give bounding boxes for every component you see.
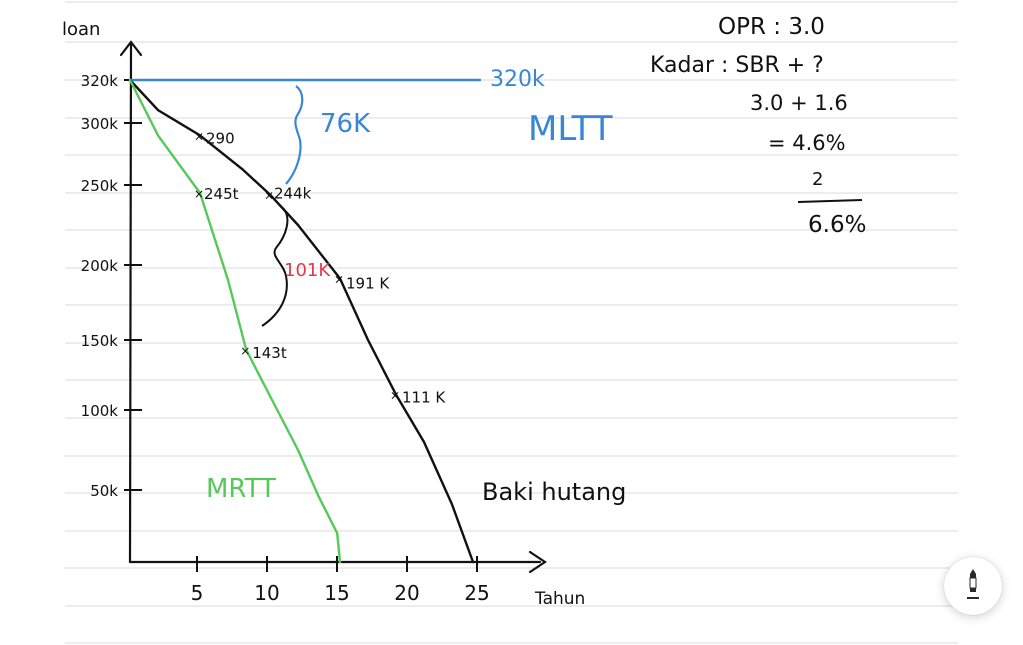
series-line-mrtt (128, 78, 342, 564)
series-labels: 320k MLTT Baki hutang MRTT (206, 67, 626, 506)
note-line: 3.0 + 1.6 (750, 91, 848, 115)
annotation-101k: 101K (284, 260, 331, 281)
point-value-label: 143t (252, 344, 287, 362)
point-marker: × (264, 189, 274, 203)
point-value-label: 191 K (346, 275, 390, 293)
point-marker: × (194, 129, 204, 143)
point-marker: × (240, 344, 250, 358)
series-group (128, 78, 482, 564)
point-marker: × (194, 187, 204, 201)
note-line: Kadar : SBR + ? (650, 53, 824, 78)
series-name-mrtt: MRTT (206, 474, 276, 504)
y-tick-label: 100k (81, 402, 119, 420)
x-tick-label: 25 (464, 581, 489, 605)
point-value-label: 290 (206, 129, 235, 147)
x-tick-label: 5 (191, 581, 204, 605)
fraction-bar (797, 199, 863, 203)
x-tick-label: 15 (324, 581, 349, 605)
series-line-baki-hutang (128, 78, 475, 564)
series-name-baki-hutang: Baki hutang (482, 478, 626, 506)
x-axis-title: Tahun (534, 589, 585, 609)
y-tick-group: 320k 300k 250k 200k 150k 100k 50k (81, 72, 142, 500)
chart-axes (119, 40, 547, 574)
y-tick-label: 300k (81, 115, 119, 133)
y-tick-label: 250k (81, 177, 119, 195)
point-labels: × 290× 244k× 191 K× 111 K× 245t× 143t (194, 129, 446, 406)
y-tick-label: 320k (81, 72, 119, 90)
ruled-lines (65, 1, 958, 644)
x-tick-label: 20 (394, 581, 419, 605)
mltt-end-label: 320k (490, 67, 545, 92)
annotation-76k: 76K (320, 109, 371, 139)
note-line: = 4.6% (768, 131, 846, 155)
point-marker: × (390, 389, 400, 403)
brace-101k (261, 207, 289, 327)
point-value-label: 245t (204, 185, 239, 203)
brace-76k (285, 85, 304, 185)
y-axis-arrow (119, 40, 143, 57)
point-value-label: 244k (274, 185, 312, 203)
x-axis-arrow (528, 550, 547, 574)
note-line: 2 (812, 169, 823, 190)
pencil-tool-button[interactable] (944, 557, 1002, 615)
y-axis-title: loan (62, 19, 100, 40)
x-tick-label: 10 (254, 581, 279, 605)
series-name-mltt: MLTT (528, 109, 613, 149)
y-axis-line (128, 43, 133, 564)
note-line: OPR : 3.0 (718, 14, 825, 40)
point-value-label: 111 K (402, 389, 446, 407)
y-tick-label: 150k (81, 332, 119, 350)
y-tick-label: 200k (81, 257, 119, 275)
x-tick-group: 5 10 15 20 25 (191, 556, 490, 605)
calculation-notes: OPR : 3.0 Kadar : SBR + ? 3.0 + 1.6 = 4.6% 2… (650, 14, 866, 238)
point-marker: × (334, 273, 344, 287)
pencil-icon (967, 569, 979, 599)
note-line: 6.6% (808, 212, 866, 238)
y-tick-label: 50k (90, 482, 118, 500)
